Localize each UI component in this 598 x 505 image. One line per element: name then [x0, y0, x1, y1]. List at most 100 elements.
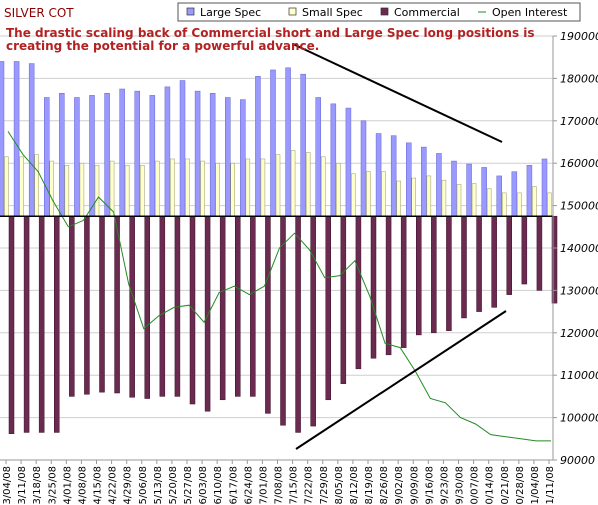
commercial-bar	[431, 215, 437, 334]
commercial-bar	[69, 215, 75, 397]
commercial-bar	[38, 215, 45, 433]
y-tick-label: 110000	[560, 369, 598, 382]
large-spec-bar	[119, 88, 125, 217]
large-spec-bar	[526, 165, 533, 217]
small-spec-bar	[411, 177, 416, 217]
large-spec-bar	[466, 163, 472, 217]
x-tick-label: 04/01/08	[62, 466, 73, 505]
small-spec-bar	[547, 192, 552, 217]
y-tick-label: 100000	[560, 412, 598, 425]
commercial-bar	[84, 215, 90, 395]
x-tick-label: 05/06/08	[138, 466, 149, 505]
small-spec-bar	[396, 180, 401, 217]
commercial-bar	[310, 215, 316, 427]
commercial-bar	[461, 215, 467, 319]
large-spec-bar	[134, 90, 140, 217]
large-spec-bar	[225, 97, 231, 217]
large-spec-bar	[179, 80, 186, 217]
lower-trend-line	[295, 310, 507, 450]
commercial-bar	[521, 215, 528, 285]
large-spec-bar	[330, 103, 337, 217]
legend-marker	[288, 7, 297, 16]
x-tick-label: 06/24/08	[243, 466, 254, 505]
large-spec-bar	[59, 92, 65, 217]
large-spec-bar	[496, 175, 502, 217]
x-tick-label: 08/12/08	[349, 466, 360, 505]
commercial-bar	[416, 215, 422, 336]
commercial-bar	[144, 215, 150, 399]
y-tick-label: 170000	[560, 115, 598, 128]
x-tick-label: 09/30/08	[455, 466, 466, 505]
small-spec-bar	[486, 188, 492, 217]
legend-label: Open Interest	[492, 6, 568, 19]
x-tick-label: 10/28/08	[515, 466, 526, 505]
x-tick-label: 09/23/08	[439, 466, 450, 505]
commercial-bar	[235, 215, 241, 397]
x-tick-label: 09/02/08	[394, 466, 405, 505]
large-spec-bar	[375, 133, 382, 217]
small-spec-bar	[321, 156, 326, 217]
x-tick-label: 08/19/08	[364, 466, 375, 505]
x-tick-label: 09/09/08	[409, 466, 420, 505]
legend-box	[177, 2, 581, 22]
commercial-bar	[8, 215, 15, 434]
x-tick-label: 07/29/08	[319, 466, 330, 505]
small-spec-bar	[200, 160, 205, 217]
commercial-bar	[491, 215, 497, 308]
large-spec-bar	[74, 97, 80, 217]
x-tick-label: 03/04/08	[2, 466, 13, 505]
small-spec-bar	[517, 192, 522, 217]
large-spec-bar	[270, 69, 276, 217]
legend-marker	[380, 7, 389, 16]
large-spec-bar	[194, 90, 201, 217]
small-spec-bar	[64, 165, 70, 217]
legend: Large Spec Small Spec Commercial Open Inter…	[177, 2, 581, 22]
x-tick-label: 08/05/08	[334, 466, 345, 505]
annotation-line-1: The drastic scaling back of Commercial s…	[6, 26, 535, 40]
small-spec-bar	[441, 179, 447, 217]
y-tick-label: 130000	[560, 284, 598, 297]
x-tick-label: 07/08/08	[274, 466, 285, 505]
legend-label: Small Spec	[302, 6, 363, 19]
x-tick-label: 11/11/08	[545, 466, 556, 505]
x-tick-label: 07/22/08	[304, 466, 315, 505]
large-spec-bar	[406, 142, 412, 217]
commercial-bar	[355, 215, 362, 370]
large-spec-bar	[390, 135, 397, 217]
commercial-bar	[400, 215, 407, 348]
open-interest-line	[7, 131, 551, 442]
x-tick-label: 04/15/08	[93, 466, 104, 505]
x-tick-label: 06/03/08	[198, 466, 209, 505]
commercial-bar	[536, 215, 543, 291]
x-tick-label: 04/29/08	[123, 466, 134, 505]
upper-trend-line	[292, 43, 503, 143]
x-tick-label: 08/26/08	[379, 466, 390, 505]
small-spec-bar	[245, 158, 251, 217]
commercial-bar	[129, 215, 135, 398]
large-spec-bar	[13, 61, 20, 217]
commercial-bar	[204, 215, 211, 412]
large-spec-bar	[149, 95, 156, 217]
legend-marker	[186, 7, 195, 16]
small-spec-bar	[124, 165, 130, 217]
y-tick-label: 160000	[560, 157, 598, 170]
commercial-bar	[250, 215, 256, 397]
y-tick-label: 180000	[560, 72, 598, 85]
commercial-bar	[446, 215, 452, 331]
large-spec-bar	[285, 67, 291, 217]
commercial-bar	[385, 215, 392, 356]
commercial-bar	[370, 215, 377, 359]
small-spec-bar	[381, 171, 386, 217]
x-tick-label: 10/14/08	[485, 466, 496, 505]
small-spec-bar	[290, 150, 296, 217]
annotation-line-2: creating the potential for a powerful ad…	[6, 39, 319, 53]
large-spec-bar	[104, 92, 110, 217]
large-spec-bar	[481, 167, 487, 217]
large-spec-bar	[28, 63, 35, 217]
small-spec-bar	[336, 162, 341, 217]
small-spec-bar	[502, 192, 507, 217]
commercial-bar	[280, 215, 286, 426]
commercial-bar	[551, 215, 558, 304]
small-spec-bar	[366, 171, 371, 217]
x-tick-label: 05/20/08	[168, 466, 179, 505]
